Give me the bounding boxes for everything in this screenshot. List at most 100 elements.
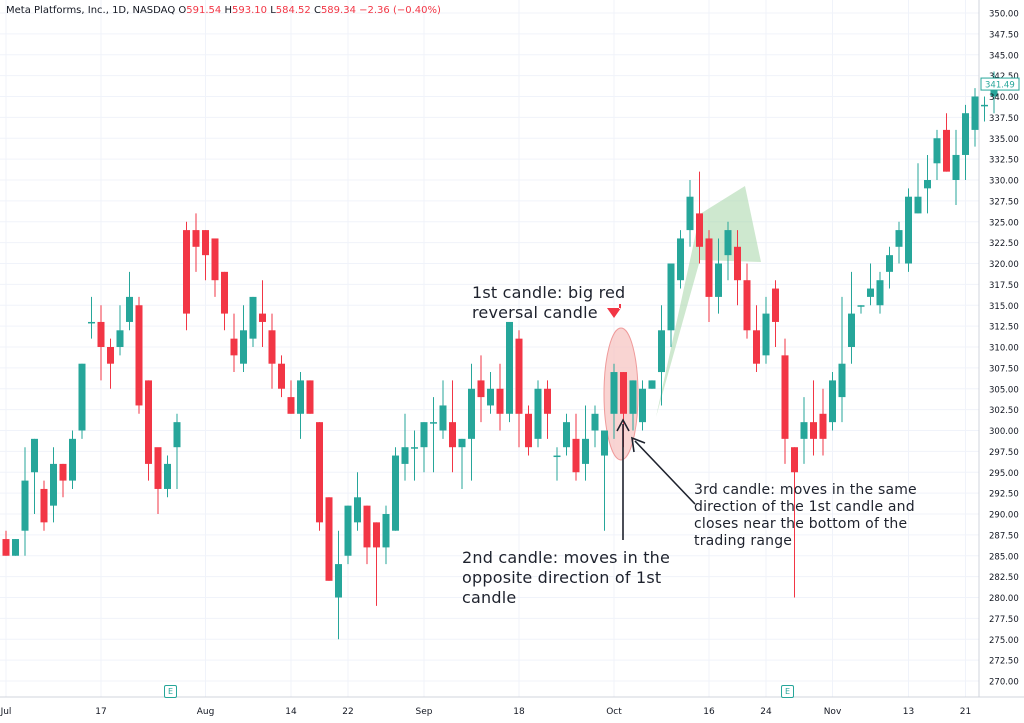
candle-up [439,380,447,439]
candle-up [924,154,931,214]
low-label: L [270,5,276,16]
change-value: −2.36 (−0.40%) [359,5,441,16]
candle-down [477,355,485,423]
candle-body [88,321,95,324]
candle-up [563,413,570,456]
candle-up [686,180,694,247]
candle-body [373,522,380,548]
candle-body [544,388,551,414]
candle-body [211,238,219,281]
y-tick-label: 332.50 [989,156,1019,166]
candle-up [905,188,912,272]
candle-up [50,447,57,523]
candle-down [696,171,703,264]
x-tick-label: Jul [0,707,11,717]
high-value: 593.10 [232,5,267,16]
candle-up [126,271,133,331]
candle-body [971,96,979,130]
candle-body [297,380,304,414]
candle-body [857,305,865,307]
candle-up [639,380,646,431]
candle-body [487,388,494,406]
candle-down [306,380,314,414]
x-tick-label: 21 [960,707,971,717]
candle-up [971,88,979,147]
candle-body [553,455,561,458]
candle-up [506,321,513,423]
candle-up [468,363,475,481]
y-tick-label: 285.00 [989,552,1019,562]
x-tick-label: Oct [606,707,622,717]
candle-body [230,338,238,356]
candle-down [734,230,741,306]
candle-down [325,497,333,581]
candle-body [354,497,361,523]
candle-body [582,438,589,464]
candle-body [981,104,988,107]
candle-down [59,463,67,498]
candle-up [857,305,865,314]
y-tick-label: 277.50 [989,615,1019,625]
x-tick-label: 18 [513,707,525,717]
x-tick-label: 14 [285,707,297,717]
candle-down [211,238,219,297]
candle-body [800,422,808,439]
candle-body [525,413,532,448]
candle-body [658,330,665,373]
candle-up [382,505,390,565]
y-tick-label: 342.50 [989,72,1019,82]
y-tick-label: 310.00 [989,344,1019,354]
candle-body [12,539,19,556]
candle-up [629,380,637,431]
y-tick-label: 280.00 [989,594,1019,604]
candle-down [810,380,817,456]
candle-down [363,505,371,565]
candle-body [819,413,827,439]
candle-body [715,263,722,297]
candle-body [107,347,114,364]
candle-up [601,430,608,531]
candle-down [544,380,551,439]
candle-body [202,230,209,256]
candle-body [629,380,637,414]
y-tick-label: 295.00 [989,469,1019,479]
candle-up [867,263,874,306]
candle-body [449,422,456,448]
earnings-marker-icon[interactable]: E [164,685,177,698]
candle-body [126,296,133,322]
candle-body [591,413,599,431]
y-tick-label: 297.50 [989,448,1019,458]
y-tick-label: 300.00 [989,427,1019,437]
candle-up [401,413,409,481]
grid [0,0,979,697]
y-tick-label: 335.00 [989,135,1019,145]
candle-up [715,238,722,314]
y-tick-label: 325.00 [989,218,1019,228]
candle-body [268,330,276,364]
candle-down [772,280,779,347]
annotation-line: 3rd candle: moves in the same [694,482,917,498]
candle-down [743,263,751,339]
candle-body [610,372,618,414]
earnings-marker-icon[interactable]: E [781,685,794,698]
candle-body [876,280,884,306]
candle-down [107,338,114,389]
candle-up [724,221,732,281]
candle-body [943,129,950,172]
candle-up [116,305,124,356]
y-tick-label: 345.00 [989,51,1019,61]
candle-down [449,380,456,473]
close-value: 589.34 [320,5,356,16]
pointer-head-2nd [616,418,630,432]
annotation-shapes [603,186,761,461]
candle-body [781,355,789,439]
x-tick-label: 22 [342,707,353,717]
annotation-line: 1st candle: big red [472,283,626,302]
candle-body [838,363,846,398]
candle-down [2,530,10,556]
candle-up [829,372,836,431]
candle-up [838,296,846,423]
x-tick-label: 16 [703,707,715,717]
candle-up [78,363,86,439]
